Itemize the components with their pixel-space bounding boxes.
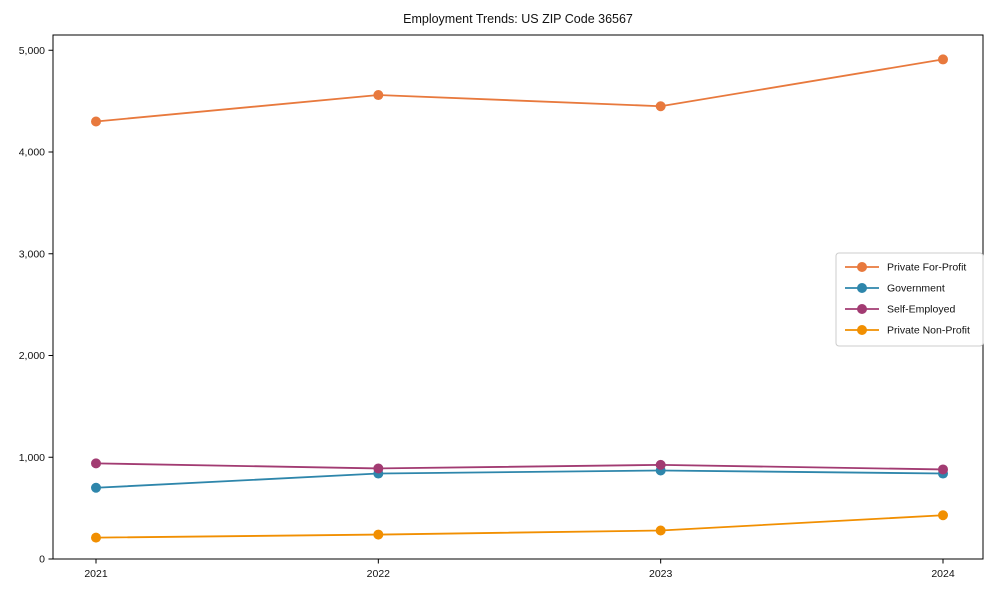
y-tick-label: 5,000 bbox=[19, 45, 45, 57]
series-line-private-for-profit bbox=[95, 58, 944, 123]
x-tick-label: 2021 bbox=[84, 568, 108, 580]
series-point-self-employed-2023 bbox=[655, 459, 666, 470]
legend-label: Self-Employed bbox=[887, 304, 955, 316]
series-point-private-non-profit-2023 bbox=[655, 525, 666, 536]
series-layer bbox=[91, 54, 948, 543]
legend-label: Private Non-Profit bbox=[887, 325, 970, 337]
legend-label: Private For-Profit bbox=[887, 262, 966, 274]
series-point-private-for-profit-2022 bbox=[373, 90, 384, 101]
series-point-private-for-profit-2024 bbox=[938, 54, 948, 65]
series-point-self-employed-2022 bbox=[373, 463, 384, 474]
x-tick-label: 2022 bbox=[367, 568, 391, 580]
legend-item-private-non-profit: Private Non-Profit bbox=[845, 325, 970, 337]
y-tick-label: 3,000 bbox=[19, 248, 45, 260]
series-point-self-employed-2024 bbox=[938, 464, 948, 475]
chart-title: Employment Trends: US ZIP Code 36567 bbox=[403, 12, 633, 26]
series-line-self-employed bbox=[95, 462, 944, 471]
y-tick-label: 1,000 bbox=[19, 452, 45, 464]
y-tick-label: 0 bbox=[39, 554, 45, 566]
legend-marker-dot bbox=[857, 325, 867, 335]
y-tick-label: 2,000 bbox=[19, 350, 45, 362]
series-point-private-non-profit-2021 bbox=[91, 532, 101, 543]
series-line-government bbox=[95, 469, 944, 489]
plot-area: 0 1,000 2,000 3,000 4,000 5,000 2021 2022 2023 20… bbox=[19, 34, 984, 580]
series-line-private-non-profit bbox=[95, 514, 944, 539]
y-tick-label: 4,000 bbox=[19, 147, 45, 159]
series-point-private-for-profit-2021 bbox=[91, 116, 101, 127]
legend-marker-dot bbox=[857, 262, 867, 272]
legend-item-government: Government bbox=[845, 283, 945, 295]
series-point-self-employed-2021 bbox=[91, 458, 101, 469]
series-point-government-2021 bbox=[91, 482, 101, 493]
legend-label: Government bbox=[887, 283, 945, 295]
legend: Private For-Profit Government Self-Employe… bbox=[835, 252, 984, 347]
legend-box bbox=[835, 252, 984, 347]
series-point-private-for-profit-2023 bbox=[655, 101, 666, 112]
legend-marker-dot bbox=[857, 283, 867, 293]
series-point-private-non-profit-2024 bbox=[938, 510, 948, 521]
legend-item-self-employed: Self-Employed bbox=[845, 304, 955, 316]
series-point-private-non-profit-2022 bbox=[373, 529, 384, 540]
legend-marker-dot bbox=[857, 304, 867, 314]
x-tick-label: 2024 bbox=[931, 568, 955, 580]
x-tick-label: 2023 bbox=[649, 568, 673, 580]
legend-item-private-for-profit: Private For-Profit bbox=[845, 262, 966, 274]
